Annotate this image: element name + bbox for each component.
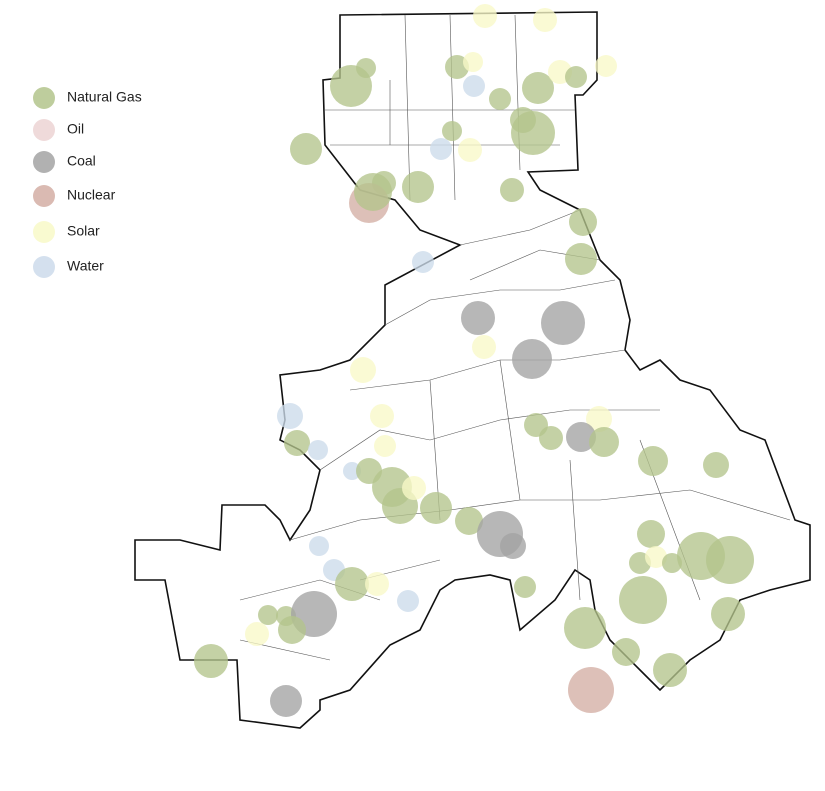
plant-bubble bbox=[711, 597, 745, 631]
legend-swatch bbox=[33, 119, 55, 141]
plant-bubble bbox=[473, 4, 497, 28]
legend-swatch bbox=[33, 151, 55, 173]
plant-bubble bbox=[374, 435, 396, 457]
legend-label: Coal bbox=[67, 153, 96, 169]
plant-bubble bbox=[500, 533, 526, 559]
plant-bubble bbox=[638, 446, 668, 476]
plant-bubble bbox=[463, 75, 485, 97]
plant-bubble bbox=[706, 536, 754, 584]
plant-bubble bbox=[354, 173, 392, 211]
plant-bubble bbox=[397, 590, 419, 612]
plant-bubble bbox=[703, 452, 729, 478]
legend-label: Natural Gas bbox=[67, 89, 142, 105]
plant-bubble bbox=[194, 644, 228, 678]
region-outline bbox=[134, 11, 811, 729]
legend-swatch bbox=[33, 87, 55, 109]
plant-bubble bbox=[284, 430, 310, 456]
plant-bubble bbox=[370, 404, 394, 428]
plant-bubble bbox=[522, 72, 554, 104]
plant-bubble bbox=[612, 638, 640, 666]
plant-bubble bbox=[420, 492, 452, 524]
plant-bubble bbox=[245, 622, 269, 646]
plant-bubble bbox=[402, 476, 426, 500]
plant-bubble bbox=[309, 536, 329, 556]
legend-swatch bbox=[33, 221, 55, 243]
plant-bubble bbox=[458, 138, 482, 162]
plant-bubble bbox=[343, 462, 361, 480]
plant-bubble bbox=[645, 546, 667, 568]
plant-bubble bbox=[270, 685, 302, 717]
plant-bubble bbox=[350, 357, 376, 383]
plant-bubble bbox=[568, 667, 614, 713]
legend: Natural Gas Oil Coal Nuclear Solar Water bbox=[33, 87, 142, 278]
plant-bubble bbox=[533, 8, 557, 32]
plant-bubble bbox=[278, 616, 306, 644]
plant-bubble bbox=[442, 121, 462, 141]
plant-bubble bbox=[472, 335, 496, 359]
plant-bubble bbox=[539, 426, 563, 450]
plant-bubbles bbox=[194, 4, 754, 717]
plant-bubble bbox=[455, 507, 483, 535]
legend-swatch bbox=[33, 185, 55, 207]
plant-bubble bbox=[365, 572, 389, 596]
plant-bubble bbox=[463, 52, 483, 72]
legend-label: Water bbox=[67, 258, 104, 274]
plant-bubble bbox=[569, 208, 597, 236]
plant-bubble bbox=[512, 339, 552, 379]
legend-label: Nuclear bbox=[67, 187, 116, 203]
plant-bubble bbox=[511, 111, 555, 155]
plant-bubble bbox=[500, 178, 524, 202]
plant-bubble bbox=[565, 243, 597, 275]
plant-bubble bbox=[653, 653, 687, 687]
plant-bubble bbox=[430, 138, 452, 160]
plant-bubble bbox=[330, 65, 372, 107]
plant-bubble bbox=[541, 301, 585, 345]
plant-bubble bbox=[412, 251, 434, 273]
plant-bubble bbox=[402, 171, 434, 203]
plant-bubble bbox=[595, 55, 617, 77]
plant-bubble bbox=[461, 301, 495, 335]
plant-bubble bbox=[445, 55, 469, 79]
plant-bubble bbox=[258, 605, 278, 625]
legend-swatch bbox=[33, 256, 55, 278]
plant-bubble bbox=[565, 66, 587, 88]
plant-bubble bbox=[514, 576, 536, 598]
plant-bubble bbox=[619, 576, 667, 624]
plant-bubble bbox=[586, 406, 612, 432]
plant-bubble bbox=[564, 607, 606, 649]
county-lines bbox=[239, 14, 791, 661]
plant-bubble bbox=[589, 427, 619, 457]
plant-bubble bbox=[308, 440, 328, 460]
plant-bubble bbox=[335, 567, 369, 601]
plant-bubble bbox=[637, 520, 665, 548]
legend-label: Solar bbox=[67, 223, 100, 239]
plant-bubble bbox=[277, 403, 303, 429]
plant-bubble bbox=[489, 88, 511, 110]
plant-bubble bbox=[290, 133, 322, 165]
legend-label: Oil bbox=[67, 121, 84, 137]
plant-bubble bbox=[566, 422, 596, 452]
plant-bubble bbox=[662, 553, 682, 573]
